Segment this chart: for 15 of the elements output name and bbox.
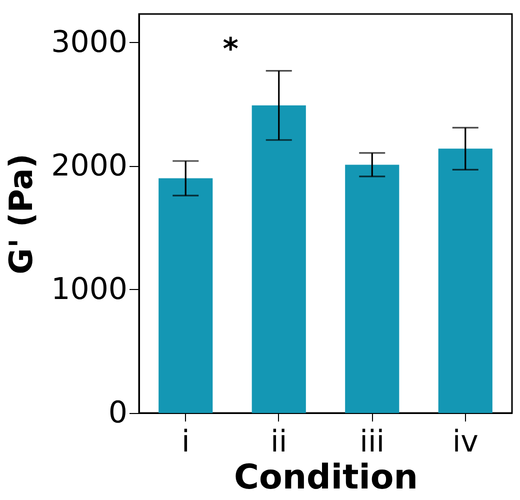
y-tick-label: 1000 bbox=[51, 272, 128, 307]
x-tick-label: iv bbox=[452, 424, 478, 460]
bar bbox=[345, 164, 400, 413]
x-axis-title: Condition bbox=[234, 458, 418, 498]
x-tick-label: ii bbox=[270, 424, 288, 460]
bar bbox=[252, 105, 306, 413]
annotation: * bbox=[222, 32, 239, 67]
x-tick-label: iii bbox=[360, 424, 385, 460]
bar bbox=[158, 178, 213, 413]
y-tick-label: 3000 bbox=[51, 24, 128, 60]
bar bbox=[438, 148, 492, 413]
y-tick-label: 0 bbox=[108, 396, 128, 430]
y-axis-title: G' (Pa) bbox=[2, 154, 40, 274]
y-tick-label: 2000 bbox=[51, 148, 128, 184]
x-tick-label: i bbox=[181, 424, 190, 460]
